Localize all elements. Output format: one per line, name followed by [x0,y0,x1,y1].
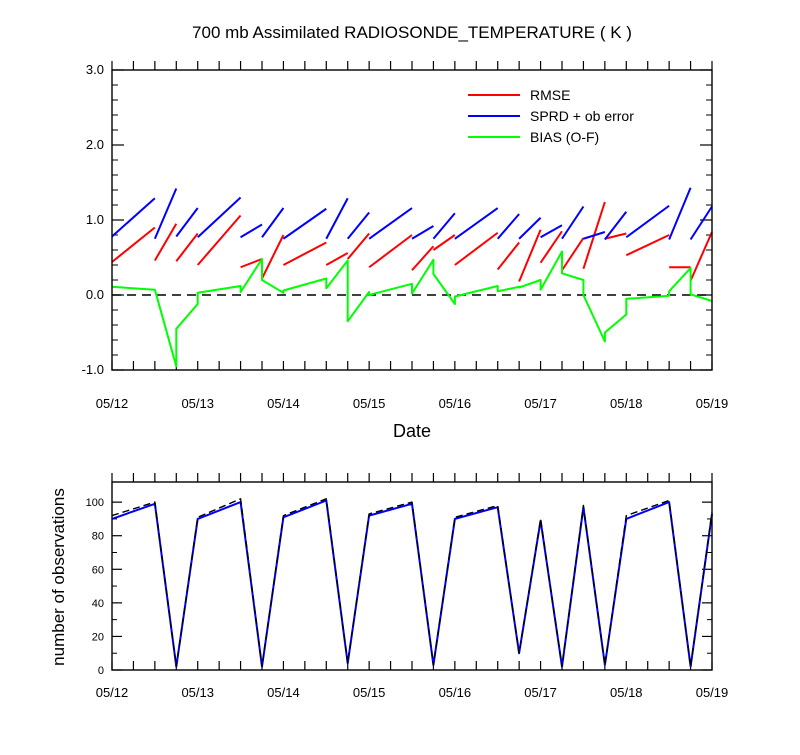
x-tick-label: 05/16 [439,396,472,411]
rmse-segment [196,214,242,266]
rmse-segment [325,252,349,266]
sprd-ob-error-segment [197,196,242,238]
sprd-ob-error-segment [153,188,178,240]
rmse-segment [604,232,627,240]
bias-o-f-line [111,250,713,368]
sprd-ob-error-segment [496,213,520,240]
x-tick-label: 05/13 [181,685,214,700]
rmse-segment [411,245,435,271]
x-tick-label: 05/12 [96,396,129,411]
y-tick-label: 1.0 [86,212,104,227]
rmse-segment [368,234,413,269]
sprd-ob-error-segment [282,207,327,240]
rmse-segment [153,223,178,262]
chart-title: 700 mb Assimilated RADIOSONDE_TEMPERATUR… [192,23,632,42]
x-tick-label: 05/18 [610,685,643,700]
x-tick-label: 05/15 [353,396,386,411]
sprd-ob-error-segment [689,205,713,241]
x-tick-label: 05/18 [610,396,643,411]
legend-label-bias-o-f: BIAS (O-F) [530,129,599,145]
rmse-segment [454,231,499,266]
x-tick-label: 05/17 [524,685,557,700]
x-tick-label: 05/14 [267,396,300,411]
rmse-segment [346,232,370,260]
sprd-ob-error-segment [240,223,263,239]
rmse-segment [175,232,199,262]
sprd-ob-error-segment [668,187,692,240]
rmse-segment [261,234,285,279]
y-tick-label: 3.0 [86,62,104,77]
x-tick-label: 05/16 [439,685,472,700]
assimilated-observations-line [111,499,713,668]
legend-label-rmse: RMSE [530,87,570,103]
sprd-ob-error-segment [540,224,563,239]
rmse-segment [625,234,670,257]
sprd-ob-error-segment [518,217,542,240]
sprd-ob-error-segment [454,207,499,240]
sprd-ob-error-segment [432,212,456,240]
y-tick-label: 80 [92,531,104,543]
rmse-segment [432,234,456,251]
x-tick-label: 05/13 [181,396,214,411]
y-tick-label: -1.0 [82,362,104,377]
y-axis-label-observations: number of observations [49,488,68,666]
sprd-ob-error-segment [368,207,413,240]
x-tick-label: 05/15 [353,685,386,700]
x-tick-label: 05/17 [524,396,557,411]
rmse-segment [561,237,585,271]
y-tick-label: 40 [92,598,104,610]
sprd-ob-error-segment [111,197,156,238]
y-tick-label: 0 [98,665,104,677]
y-tick-label: 20 [92,631,104,643]
rmse-segment [111,226,156,263]
x-tick-label: 05/14 [267,685,300,700]
x-tick-label: 05/12 [96,685,129,700]
plot-frame [111,69,713,371]
rmse-segment [496,241,520,271]
rmse-segment [518,229,542,282]
rmse-segment [240,258,263,269]
x-axis-label: Date [393,421,431,441]
y-tick-label: 0.0 [86,287,104,302]
rmse-segment [689,231,713,282]
sprd-ob-error-segment [625,204,670,239]
available-observations-line [111,498,713,668]
y-tick-label: 60 [92,564,104,576]
sprd-ob-error-segment [175,207,199,238]
sprd-ob-error-segment [561,205,585,240]
sprd-ob-error-segment [583,231,606,240]
sprd-ob-error-segment [325,197,349,240]
y-tick-label: 100 [86,497,104,509]
x-tick-label: 05/19 [696,396,729,411]
y-tick-label: 2.0 [86,137,104,152]
plot-frame [111,481,713,671]
legend-label-sprd-ob-error: SPRD + ob error [530,108,634,124]
sprd-ob-error-segment [604,211,628,241]
x-tick-label: 05/19 [696,685,729,700]
rmse-segment [282,241,327,266]
sprd-ob-error-segment [261,207,285,238]
rmse-segment [539,230,563,264]
sprd-ob-error-segment [346,211,370,240]
sprd-ob-error-segment [411,225,434,240]
